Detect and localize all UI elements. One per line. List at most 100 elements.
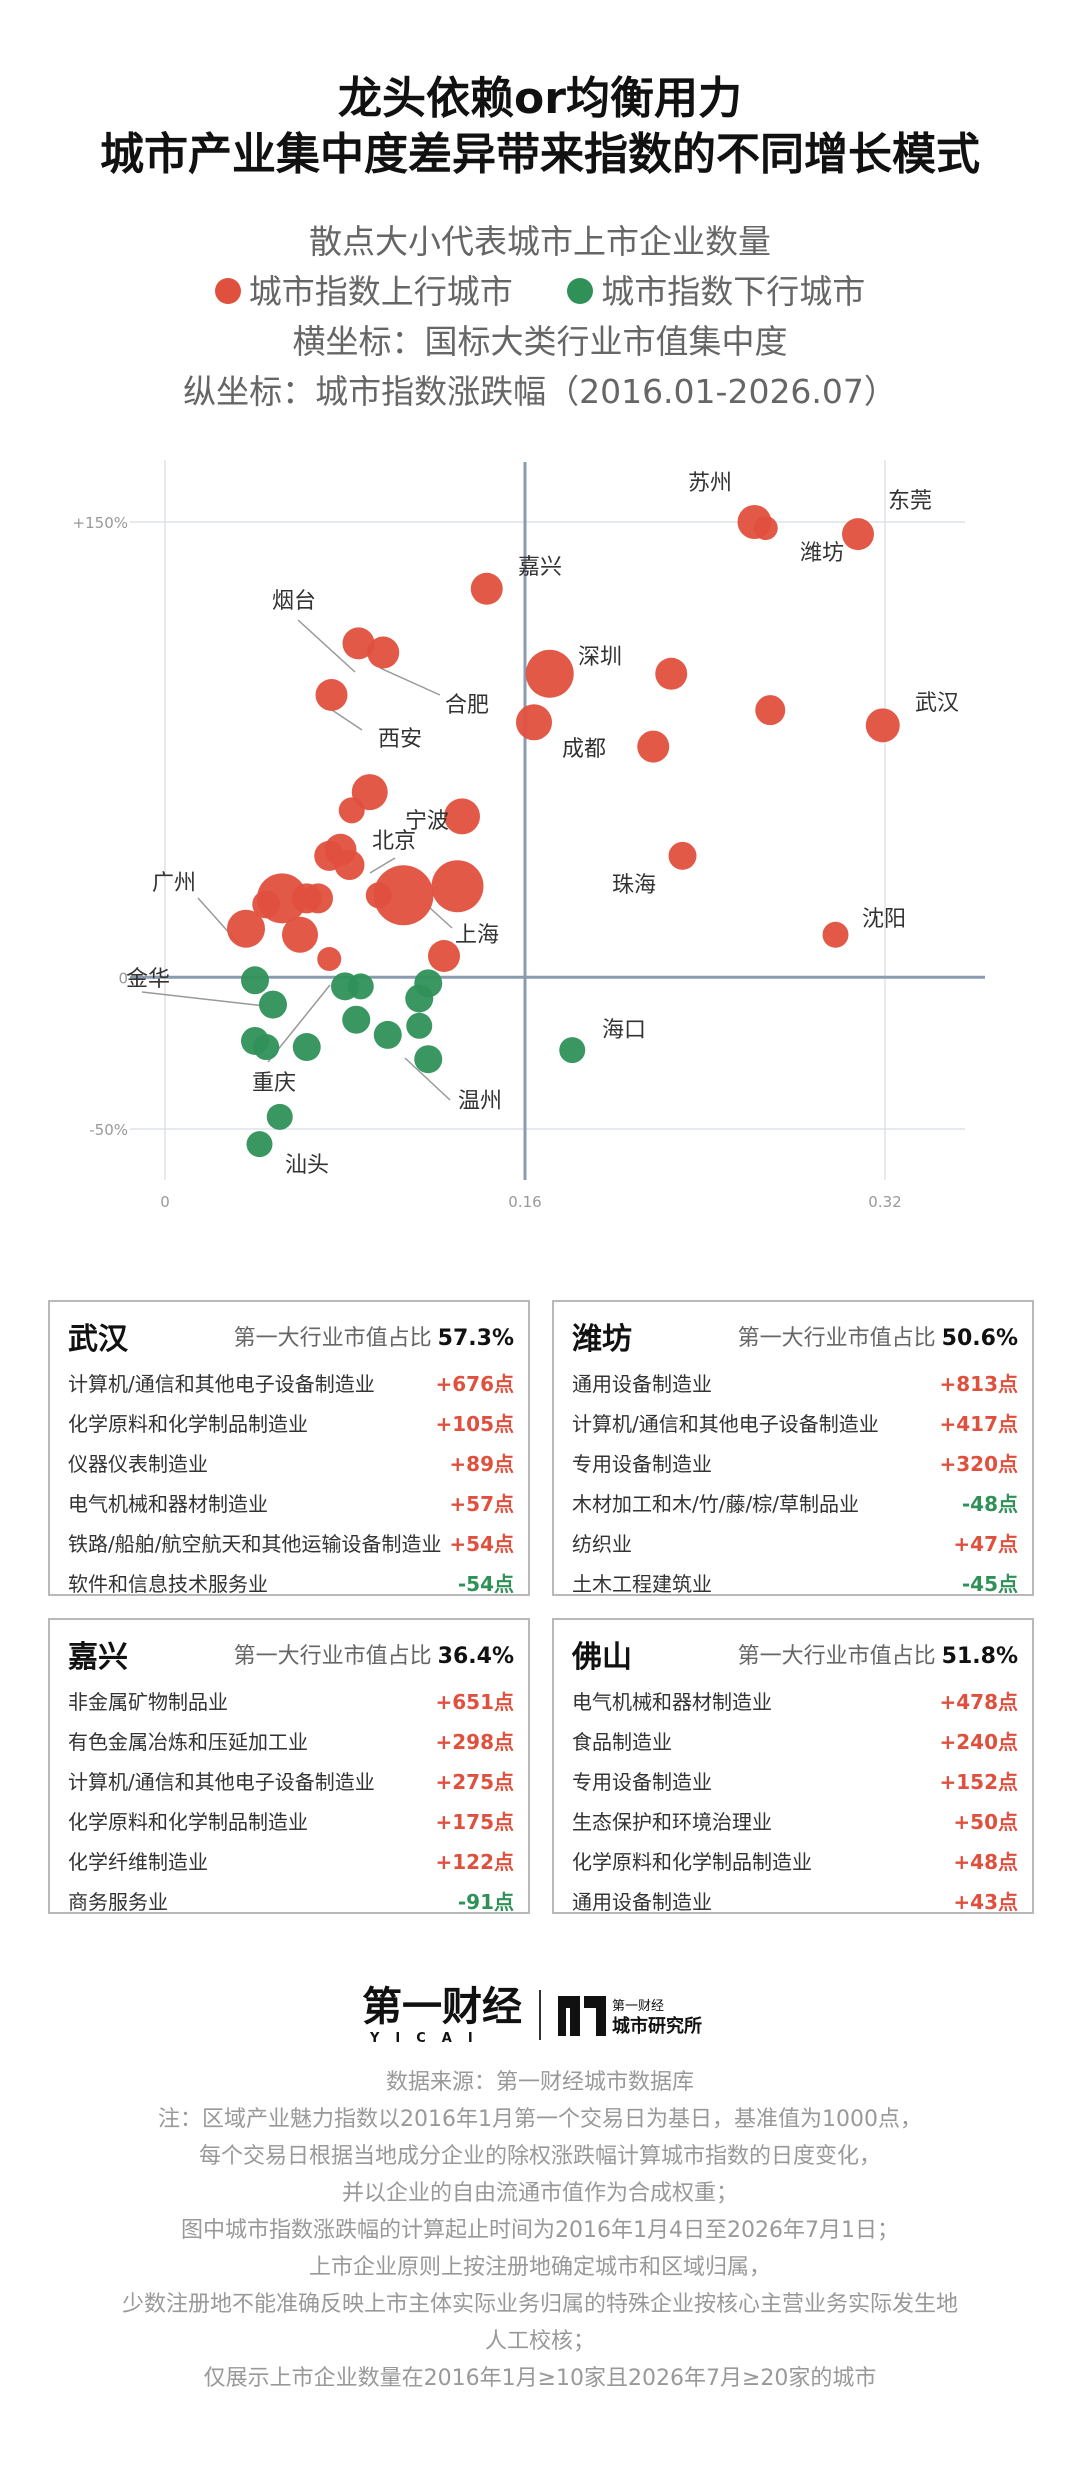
legend-up: 城市指数上行城市 [214,272,513,311]
label-leader-line [369,857,396,874]
institute-bottom-text: 城市研究所 [612,2015,702,2037]
industry-name: 生态保护和环境治理业 [572,1810,772,1834]
point-up [365,882,392,909]
point-up [668,841,697,870]
point-up [282,916,318,953]
data-source-note: 数据来源：第一财经城市数据库 [385,2070,694,2095]
y-tick-label: 0 [118,969,128,987]
yicai-logo: 第一财经 YICAI 第一财经 城市研究所 [362,1984,702,2046]
point-down [292,1033,321,1062]
city-label: 武汉 [915,691,959,716]
x-tick-label: 0.16 [508,1193,541,1211]
brand-sub-text: YICAI [369,2031,489,2046]
point-down [246,1131,273,1158]
index-change: +275点 [435,1770,514,1794]
index-change: -54点 [457,1572,514,1596]
card-city: 佛山 [572,1640,632,1675]
index-change: +50点 [953,1810,1018,1834]
industry-name: 商务服务业 [68,1890,168,1914]
method-note: 并以企业的自由流通市值作为合成权重； [341,2181,738,2206]
industry-name: 仪器仪表制造业 [68,1452,208,1476]
industry-name: 电气机械和器材制造业 [572,1690,772,1714]
industry-name: 计算机/通信和其他电子设备制造业 [572,1412,879,1436]
institute-mark-icon [558,1996,606,2036]
point-up [470,572,503,605]
point-down [342,1005,371,1034]
point-up [755,695,786,726]
method-note: 上市企业原则上按注册地确定城市和区域归属， [308,2255,771,2280]
card-row: 化学原料和化学制品制造业 +105点 [68,1408,514,1446]
city-label: 海口 [602,1018,646,1043]
label-leader-line [141,991,266,1007]
index-change: +478点 [939,1690,1018,1714]
index-change: +320点 [939,1452,1018,1476]
method-note: 每个交易日根据当地成分企业的除权涨跌幅计算城市指数的日度变化， [198,2144,881,2169]
index-change: -45点 [961,1572,1018,1596]
point-up [516,704,552,741]
industry-name: 软件和信息技术服务业 [68,1572,268,1596]
card-row: 仪器仪表制造业 +89点 [68,1448,514,1486]
city-label: 上海 [455,923,499,948]
point-up [252,890,281,919]
card-row: 有色金属冶炼和压延加工业 +298点 [68,1726,514,1764]
point-up [431,860,484,913]
industry-card: 佛山 第一大行业市值占比 51.8% 电气机械和器材制造业 +478点 食品制造业 +240… [552,1618,1034,1914]
city-label: 珠海 [612,873,656,898]
card-share-label: 第一大行业市值占比 [737,1644,936,1669]
city-label: 重庆 [252,1071,296,1096]
legend-down-dot [567,277,594,304]
industry-name: 专用设备制造业 [572,1452,712,1476]
method-note: 仅展示上市企业数量在2016年1月≥10家且2026年7月≥20家的城市 [203,2366,877,2391]
index-change: -48点 [961,1492,1018,1516]
city-label: 成都 [562,737,606,762]
industry-name: 有色金属冶炼和压延加工业 [68,1730,308,1754]
legend-up-dot [214,277,241,304]
card-row: 化学原料和化学制品制造业 +48点 [572,1846,1018,1884]
legend: 城市指数上行城市 城市指数下行城市 [0,265,1080,313]
industry-name: 木材加工和木/竹/藤/棕/草制品业 [572,1492,859,1516]
label-leader-line [297,619,356,673]
card-share-label: 第一大行业市值占比 [233,1644,432,1669]
point-up [822,921,849,948]
index-change: +48点 [953,1850,1018,1874]
logo-area: 第一财经 YICAI 第一财经 城市研究所 [0,1978,1080,2048]
card-share-value: 50.6% [941,1326,1018,1351]
index-change: +47点 [953,1532,1018,1556]
city-label: 沈阳 [862,907,906,932]
card-row: 电气机械和器材制造业 +57点 [68,1488,514,1526]
point-up [865,708,900,743]
point-up [655,657,688,690]
card-row: 计算机/通信和其他电子设备制造业 +275点 [68,1766,514,1804]
card-row: 非金属矿物制品业 +651点 [68,1686,514,1724]
index-change: +57点 [449,1492,514,1516]
legend-up-label: 城市指数上行城市 [248,272,513,311]
legend-down: 城市指数下行城市 [567,272,865,311]
point-up [367,636,400,669]
index-change: +813点 [939,1372,1018,1396]
industry-name: 土木工程建筑业 [572,1572,712,1596]
index-change: +54点 [449,1532,514,1556]
point-up [334,849,365,880]
industry-name: 食品制造业 [572,1730,672,1754]
card-row: 化学纤维制造业 +122点 [68,1846,514,1884]
city-label: 深圳 [578,645,622,670]
legend-down-label: 城市指数下行城市 [601,272,866,311]
industry-name: 通用设备制造业 [572,1372,712,1396]
method-note: 人工校核； [484,2329,595,2354]
industry-name: 化学原料和化学制品制造业 [572,1850,812,1874]
card-row: 化学原料和化学制品制造业 +175点 [68,1806,514,1844]
point-down [414,1045,443,1074]
card-share-value: 57.3% [437,1326,514,1351]
card-city: 潍坊 [572,1322,632,1357]
y-tick-label: -50% [89,1121,128,1139]
card-share-label: 第一大行业市值占比 [233,1326,432,1351]
card-share-label: 第一大行业市值占比 [737,1326,936,1351]
card-row: 通用设备制造业 +43点 [572,1886,1018,1924]
title-line-2: 城市产业集中度差异带来指数的不同增长模式 [100,129,980,180]
label-leader-line [404,1057,451,1101]
industry-name: 通用设备制造业 [572,1890,712,1914]
industry-name: 计算机/通信和其他电子设备制造业 [68,1372,375,1396]
city-label: 潍坊 [800,541,844,566]
index-change: +417点 [939,1412,1018,1436]
card-share: 第一大行业市值占比 51.8% [738,1638,1018,1670]
